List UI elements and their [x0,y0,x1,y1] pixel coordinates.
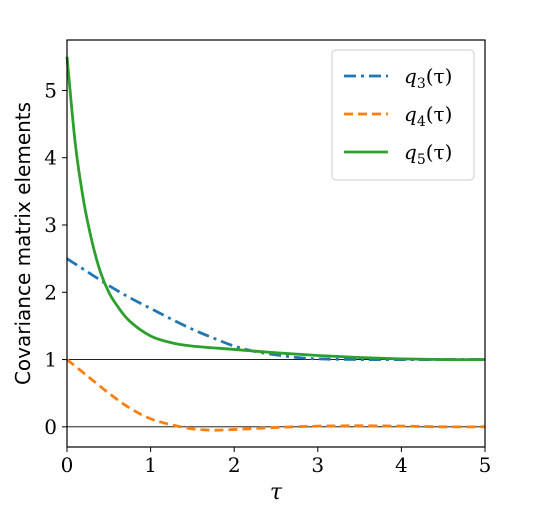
y-tick-label: 0 [44,415,57,439]
plot-frame [66,39,486,448]
legend-label-1: q4(τ) [404,102,452,130]
x-tick-label: 4 [395,453,408,477]
y-tick-label: 2 [44,280,57,304]
series-line-2 [65,56,486,361]
series-layer [65,56,486,432]
reference-lines [67,359,485,428]
x-axis-label: τ [270,480,283,505]
x-tick-label: 2 [228,453,241,477]
legend-label-2: q5(τ) [404,140,452,168]
legend-label-0: q3(τ) [404,64,452,92]
ticks-layer: 0 1 2 3 4 5 0 1 2 3 4 5 [44,78,491,477]
x-tick-label: 5 [479,453,492,477]
x-tick-label: 3 [311,453,324,477]
series-line-1 [66,358,486,432]
legend-box [331,49,475,181]
series-line-0 [66,257,485,361]
x-tick-label: 0 [61,453,74,477]
y-axis-label: Covariance matrix elements [11,102,35,385]
y-tick-label: 5 [44,78,57,102]
y-tick-label: 1 [44,348,57,372]
y-tick-label: 4 [44,146,57,170]
y-tick-label: 3 [44,213,57,237]
legend: q3(τ) q4(τ) q5(τ) [331,49,475,181]
x-tick-label: 1 [144,453,157,477]
